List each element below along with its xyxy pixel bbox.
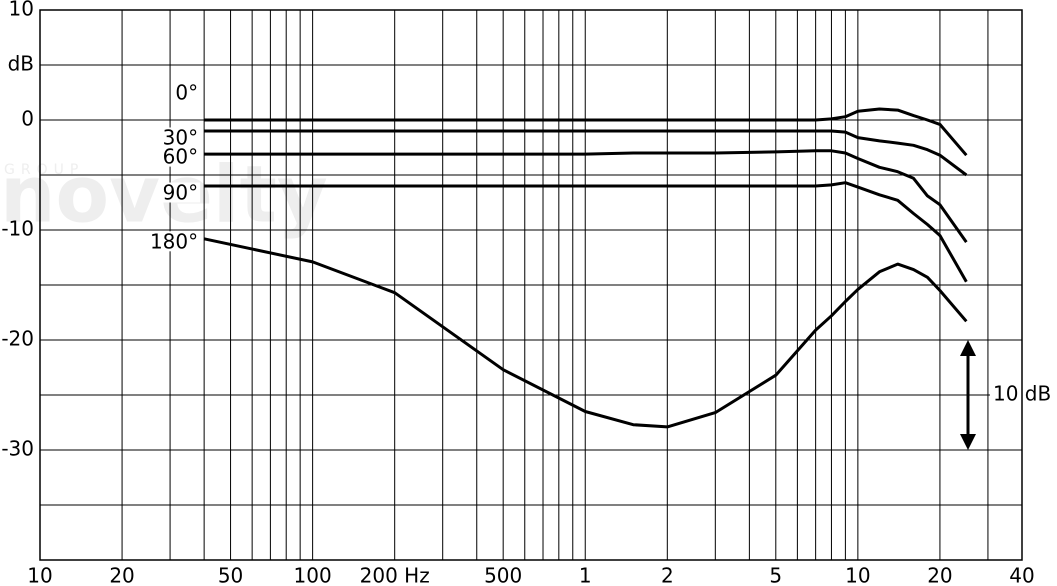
plot-frame [39, 9, 1023, 561]
label-background [147, 231, 201, 252]
series-label: 60° [163, 145, 198, 169]
x-tick-label: 50 [218, 564, 243, 586]
label-background [160, 127, 201, 148]
arrow-head [960, 340, 976, 356]
x-tick-label: 1 [579, 564, 592, 586]
y-tick-label: 10 [9, 0, 34, 21]
x-tick-label: 20 [927, 564, 952, 586]
arrow-head [960, 434, 976, 450]
series-label: 180° [150, 229, 198, 253]
series-line [204, 149, 968, 243]
series-line [204, 129, 968, 177]
x-tick-label: 500 [484, 564, 522, 586]
x-tick-label: 10 [845, 564, 870, 586]
y-tick-label: -10 [1, 217, 34, 241]
watermark-sub: GROUP [4, 162, 84, 178]
series-line [204, 181, 968, 283]
label-background [173, 82, 201, 103]
series-label: 90° [163, 181, 198, 205]
y-unit-label: dB [8, 52, 34, 76]
x-tick-label: 200 Hz [360, 564, 430, 586]
x-tick-label: 2 [661, 564, 674, 586]
series-line [203, 237, 968, 429]
series-label: 30° [163, 126, 198, 150]
series-label: 0° [175, 81, 198, 105]
x-tick-label: 20 [109, 564, 134, 586]
x-tick-label: 5 [769, 564, 782, 586]
x-tick-label: 100 [294, 564, 332, 586]
x-tick-label: 10 [27, 564, 52, 586]
y-tick-label: 0 [21, 107, 34, 131]
label-background [160, 146, 201, 167]
y-tick-label: -20 [1, 327, 34, 351]
series-line [204, 107, 968, 157]
y-tick-label: -30 [1, 437, 34, 461]
x-tick-label: 40 [1009, 564, 1034, 586]
label-background [160, 182, 201, 203]
